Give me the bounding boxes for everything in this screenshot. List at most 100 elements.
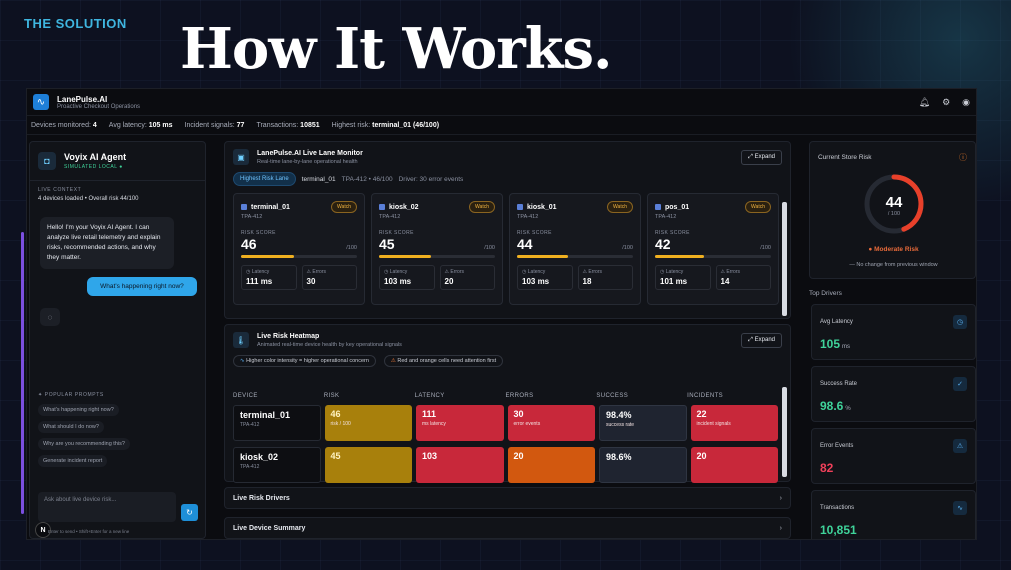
- device-card-header: kiosk_01 Watch: [517, 201, 633, 213]
- heatmap-table: DEVICE RISK LATENCY ERRORS SUCCESS INCIDENTS …: [233, 393, 779, 483]
- column-header: LATENCY: [414, 393, 445, 399]
- heat-cell[interactable]: 98.6%: [599, 447, 687, 483]
- top-drivers-label: Top Drivers: [809, 290, 842, 297]
- device-store: TPA-412: [655, 214, 677, 220]
- accordion-risk-drivers[interactable]: Live Risk Drivers ›: [224, 487, 791, 509]
- device-card[interactable]: terminal_01 Watch TPA-412 RISK SCORE 46/100 ◷…: [233, 193, 365, 305]
- heat-cell[interactable]: 45: [324, 447, 413, 483]
- heat-cell[interactable]: 46 risk / 100: [324, 405, 413, 441]
- heatmap-row[interactable]: terminal_01 TPA-412 46 risk / 100 111 ms late…: [233, 405, 779, 441]
- device-card[interactable]: kiosk_02 Watch TPA-412 RISK SCORE 45/100 ◷ La…: [371, 193, 503, 305]
- device-name: kiosk_01: [527, 203, 557, 211]
- lane-monitor-panel: ▣ LanePulse.AI Live Lane Monitor Real-ti…: [224, 141, 791, 319]
- n-badge[interactable]: N: [35, 522, 51, 538]
- device-icon: [655, 204, 661, 210]
- latency-metric: ◷ Latency 111 ms: [241, 265, 297, 290]
- stat-transactions: Transactions: 10851: [256, 121, 320, 129]
- send-button[interactable]: ↻: [181, 504, 198, 521]
- errors-label: ⚠ Errors: [582, 269, 602, 275]
- heat-cell[interactable]: 22 incident signals: [690, 405, 779, 441]
- bell-icon[interactable]: 🔔︎: [918, 96, 931, 107]
- warning-icon: ⚠: [953, 439, 967, 453]
- risk-score-row: 46/100: [241, 236, 357, 252]
- user-icon[interactable]: ◉: [962, 96, 970, 107]
- errors-metric: ⚠ Errors 30: [301, 265, 357, 290]
- driver-value: 10,851: [820, 523, 857, 537]
- expand-button[interactable]: ⤢ Expand: [741, 332, 782, 348]
- prompt-chip[interactable]: Generate incident report: [38, 455, 108, 467]
- column-header: SUCCESS: [596, 393, 629, 399]
- errors-value: 14: [720, 277, 730, 286]
- app-subtitle: Proactive Checkout Operations: [57, 103, 141, 110]
- loading-spinner-icon: ◌: [40, 308, 60, 326]
- clock-icon: ◷: [953, 315, 967, 329]
- latency-value: 111 ms: [246, 277, 273, 286]
- prompt-chip[interactable]: What's happening right now?: [38, 404, 119, 416]
- accordion-device-summary[interactable]: Live Device Summary ›: [224, 517, 791, 539]
- heat-label: incident signals: [696, 421, 731, 427]
- device-store: TPA-412: [240, 464, 260, 470]
- latency-metric: ◷ Latency 103 ms: [379, 265, 435, 290]
- store-risk-title: Current Store Risk: [818, 154, 872, 161]
- risk-score-label: RISK SCORE: [655, 230, 690, 236]
- heat-cell[interactable]: 30 error events: [507, 405, 596, 441]
- agent-header: ◘ Voyix AI Agent SIMULATED LOCAL ●: [30, 142, 205, 181]
- lane-driver: Driver: 30 error events: [398, 175, 464, 183]
- device-card-header: terminal_01 Watch: [241, 201, 357, 213]
- expand-button[interactable]: ⤢ Expand: [741, 149, 782, 165]
- heatmap-row[interactable]: kiosk_02 TPA-412 45 103 20 98.6% 20: [233, 447, 779, 483]
- lane-detail: TPA-412 • 46/100: [341, 175, 393, 183]
- monitor-icon: ▣: [233, 149, 249, 165]
- device-card[interactable]: pos_01 Watch TPA-412 RISK SCORE 42/100 ◷ Late…: [647, 193, 779, 305]
- scrollbar[interactable]: [782, 202, 787, 316]
- risk-score-row: 45/100: [379, 236, 495, 252]
- heat-cell[interactable]: 20: [507, 447, 596, 483]
- latency-metric: ◷ Latency 101 ms: [655, 265, 711, 290]
- device-cell: kiosk_02 TPA-412: [233, 447, 321, 483]
- heat-value: 103: [422, 451, 438, 461]
- agent-status: SIMULATED LOCAL ●: [64, 164, 123, 170]
- device-store: TPA-412: [240, 422, 260, 428]
- user-message: What's happening right now?: [87, 277, 197, 296]
- stat-incidents: Incident signals: 77: [184, 121, 245, 129]
- device-cards: terminal_01 Watch TPA-412 RISK SCORE 46/100 ◷…: [225, 186, 790, 305]
- device-card[interactable]: kiosk_01 Watch TPA-412 RISK SCORE 44/100 ◷ La…: [509, 193, 641, 305]
- highest-risk-lane: Highest Risk Lane terminal_01 TPA-412 • …: [225, 172, 790, 186]
- heat-value: 20: [696, 451, 707, 461]
- driver-card: Success Rate ✓ 98.6%: [811, 366, 976, 422]
- heat-label: ms latency: [422, 421, 446, 427]
- watch-badge: Watch: [469, 201, 495, 213]
- driver-card: Error Events ⚠ 82: [811, 428, 976, 484]
- agent-panel: ◘ Voyix AI Agent SIMULATED LOCAL ● LIVE …: [29, 141, 206, 539]
- device-name: terminal_01: [251, 203, 290, 211]
- heat-cell[interactable]: 111 ms latency: [416, 405, 504, 441]
- store-risk-value: 44: [885, 194, 903, 211]
- heat-value: 45: [330, 451, 341, 461]
- check-circle-icon: ✓: [953, 377, 967, 391]
- heat-cell[interactable]: 98.4% success rate: [599, 405, 687, 441]
- send-icon: ↻: [186, 508, 193, 517]
- heatmap-title: Live Risk Heatmap: [257, 332, 320, 340]
- heat-cell[interactable]: 20: [690, 447, 779, 483]
- latency-value: 103 ms: [384, 277, 412, 286]
- chevron-right-icon: ›: [779, 494, 782, 502]
- app-topbar: ∿ LanePulse.AI Proactive Checkout Operat…: [27, 89, 976, 116]
- prompt-chip[interactable]: Why are you recommending this?: [38, 438, 130, 450]
- monitor-title: LanePulse.AI Live Lane Monitor: [257, 149, 363, 157]
- latency-label: ◷ Latency: [522, 269, 546, 275]
- risk-bar-fill: [655, 255, 704, 258]
- column-header: RISK: [323, 393, 340, 399]
- heatmap-header: 🌡︎ Live Risk Heatmap Animated real-time …: [225, 325, 790, 355]
- chat-input[interactable]: Ask about live device risk...: [38, 492, 176, 522]
- heat-cell[interactable]: 103: [416, 447, 504, 483]
- gauge-arc: [864, 174, 924, 234]
- device-metrics: ◷ Latency 111 ms ⚠ Errors 30: [241, 265, 357, 290]
- column-header: DEVICE: [233, 393, 258, 399]
- agent-name: Voyix AI Agent: [64, 152, 127, 162]
- prompt-chip[interactable]: What should I do now?: [38, 421, 104, 433]
- highest-risk-chip[interactable]: Highest Risk Lane: [233, 172, 296, 186]
- info-icon[interactable]: ⓘ: [959, 153, 967, 162]
- gear-icon[interactable]: ⚙: [942, 96, 951, 107]
- scrollbar[interactable]: [782, 387, 787, 477]
- pulse-logo-icon: ∿: [33, 94, 49, 110]
